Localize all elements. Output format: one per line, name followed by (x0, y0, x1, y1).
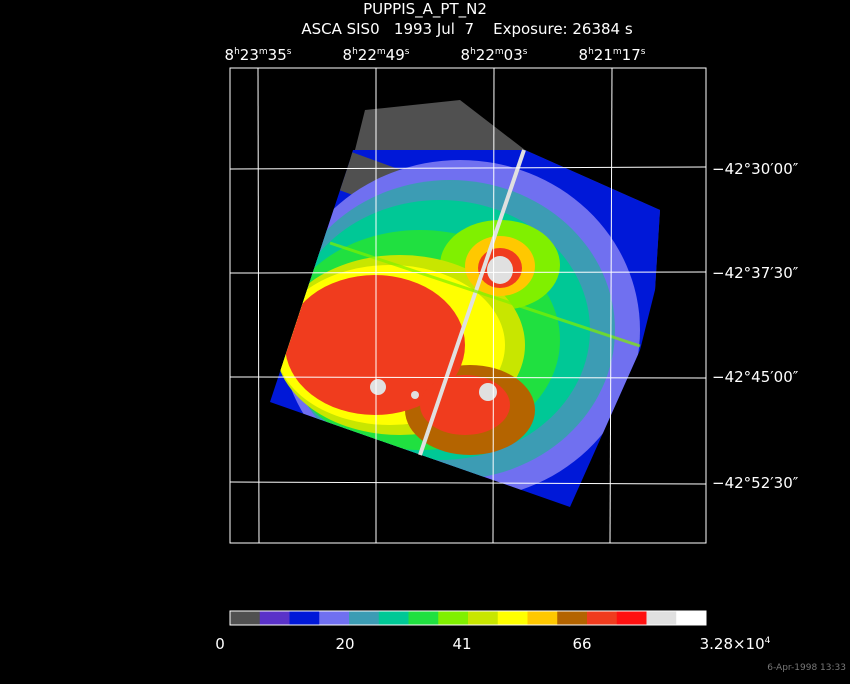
dec-label: −42°52′30″ (712, 474, 799, 492)
label-part: 8 (225, 46, 235, 64)
colorbar-swatch (438, 611, 469, 625)
colorbar-label: 20 (335, 635, 354, 653)
timestamp: 6-Apr-1998 13:33 (767, 663, 846, 673)
colorbar-swatch (289, 611, 320, 625)
ra-label: 8h22m03s (461, 46, 528, 64)
colorbar-swatch (378, 611, 409, 625)
subtitle: ASCA SIS0 1993 Jul 7 Exposure: 26384 s (301, 20, 633, 38)
superscript: h (352, 47, 358, 57)
superscript: m (259, 47, 268, 57)
title: PUPPIS_A_PT_N2 (363, 0, 487, 19)
superscript: h (588, 47, 594, 57)
superscript: 4 (765, 636, 771, 646)
superscript: h (234, 47, 240, 57)
colorbar-label: 3.28×104 (700, 635, 771, 653)
colorbar-swatch (319, 611, 350, 625)
ra-label: 8h21m17s (579, 46, 646, 64)
colorbar-label: 41 (452, 635, 471, 653)
ra-label: 8h23m35s (225, 46, 292, 64)
label-part: 23 (240, 46, 259, 64)
dec-label: −42°30′00″ (712, 160, 799, 178)
superscript: s (641, 47, 646, 57)
grid (229, 67, 707, 544)
label-part: 22 (358, 46, 377, 64)
superscript: h (470, 47, 476, 57)
colorbar-label: 66 (572, 635, 591, 653)
label-part: 21 (594, 46, 613, 64)
colorbar-swatch (646, 611, 677, 625)
label-part: 8 (461, 46, 471, 64)
label-part: 20 (335, 635, 354, 653)
label-part: 49 (386, 46, 405, 64)
colorbar-frame (229, 610, 707, 626)
colorbar-swatch (468, 611, 499, 625)
colorbar-swatch (497, 611, 528, 625)
label-part: 35 (268, 46, 287, 64)
dec-label: −42°45′00″ (712, 368, 799, 386)
label-part: 17 (622, 46, 641, 64)
colorbar-swatch (616, 611, 647, 625)
colorbar-swatch (349, 611, 380, 625)
colorbar-swatch (259, 611, 290, 625)
superscript: m (613, 47, 622, 57)
label-part: 41 (452, 635, 471, 653)
label-part: 66 (572, 635, 591, 653)
colorbar-swatch (527, 611, 558, 625)
colorbar-swatch (230, 611, 261, 625)
superscript: s (405, 47, 410, 57)
colorbar-swatch (587, 611, 618, 625)
label-part: 3.28×10 (700, 635, 765, 653)
superscript: s (287, 47, 292, 57)
colorbar-swatch (557, 611, 588, 625)
colorbar-swatch (408, 611, 439, 625)
colorbar-label: 0 (215, 635, 225, 653)
superscript: s (523, 47, 528, 57)
label-part: 0 (215, 635, 225, 653)
ra-label: 8h22m49s (343, 46, 410, 64)
superscript: m (377, 47, 386, 57)
dec-label: −42°37′30″ (712, 264, 799, 282)
colorbar-swatch (676, 611, 707, 625)
superscript: m (495, 47, 504, 57)
label-part: 8 (579, 46, 589, 64)
label-part: 03 (504, 46, 523, 64)
label-part: 22 (476, 46, 495, 64)
sky-image (270, 100, 660, 507)
frame (229, 67, 707, 544)
label-part: 8 (343, 46, 353, 64)
